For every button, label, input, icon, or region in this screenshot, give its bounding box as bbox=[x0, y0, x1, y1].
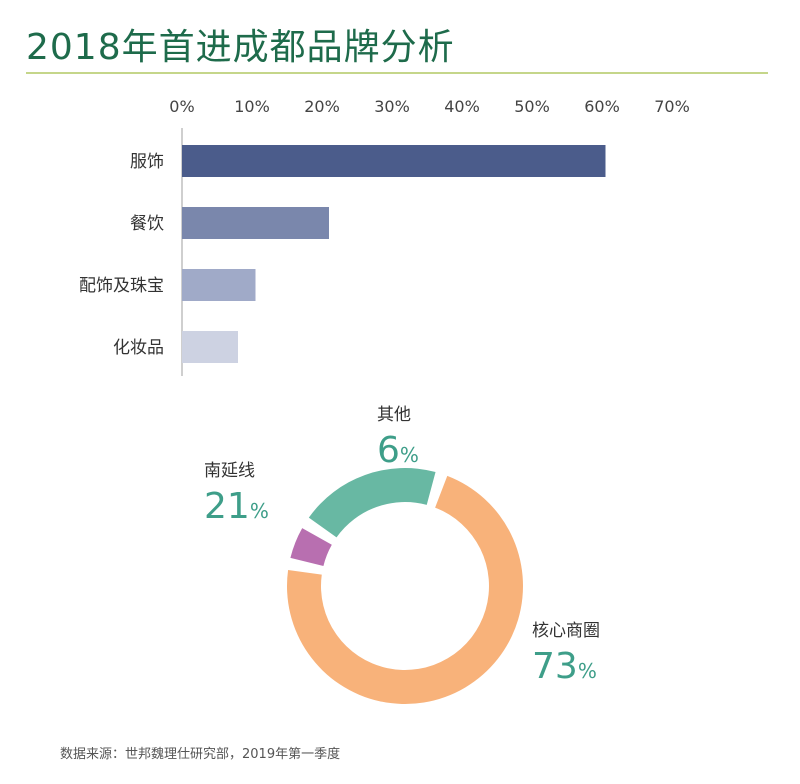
donut-slice-1 bbox=[290, 528, 332, 566]
x-tick-label: 0% bbox=[169, 97, 194, 116]
bar-3 bbox=[182, 331, 238, 363]
donut-slice-2 bbox=[308, 468, 436, 538]
x-tick-label: 50% bbox=[514, 97, 550, 116]
title-divider bbox=[26, 72, 768, 74]
slice-value-label: 6% bbox=[377, 430, 419, 471]
x-tick-label: 10% bbox=[234, 97, 270, 116]
data-source-note: 数据来源：世邦魏理仕研究部，2019年第一季度 bbox=[60, 747, 341, 762]
bar-2 bbox=[182, 269, 256, 301]
slice-value-label: 21% bbox=[204, 486, 269, 527]
x-tick-label: 30% bbox=[374, 97, 410, 116]
category-label: 配饰及珠宝 bbox=[79, 276, 164, 296]
slice-name-label: 核心商圈 bbox=[532, 621, 600, 641]
x-tick-label: 20% bbox=[304, 97, 340, 116]
page-title: 2018年首进成都品牌分析 bbox=[26, 27, 455, 68]
x-tick-label: 60% bbox=[584, 97, 620, 116]
category-label: 化妆品 bbox=[113, 338, 164, 358]
category-label: 餐饮 bbox=[130, 214, 164, 234]
bar-1 bbox=[182, 207, 329, 239]
x-tick-label: 70% bbox=[654, 97, 690, 116]
x-tick-label: 40% bbox=[444, 97, 480, 116]
category-label: 服饰 bbox=[130, 152, 164, 172]
donut-slice-0 bbox=[287, 475, 523, 705]
bar-0 bbox=[182, 145, 606, 177]
slice-value-label: 73% bbox=[532, 646, 597, 687]
slice-name-label: 其他 bbox=[377, 405, 411, 425]
slice-name-label: 南延线 bbox=[204, 461, 255, 481]
